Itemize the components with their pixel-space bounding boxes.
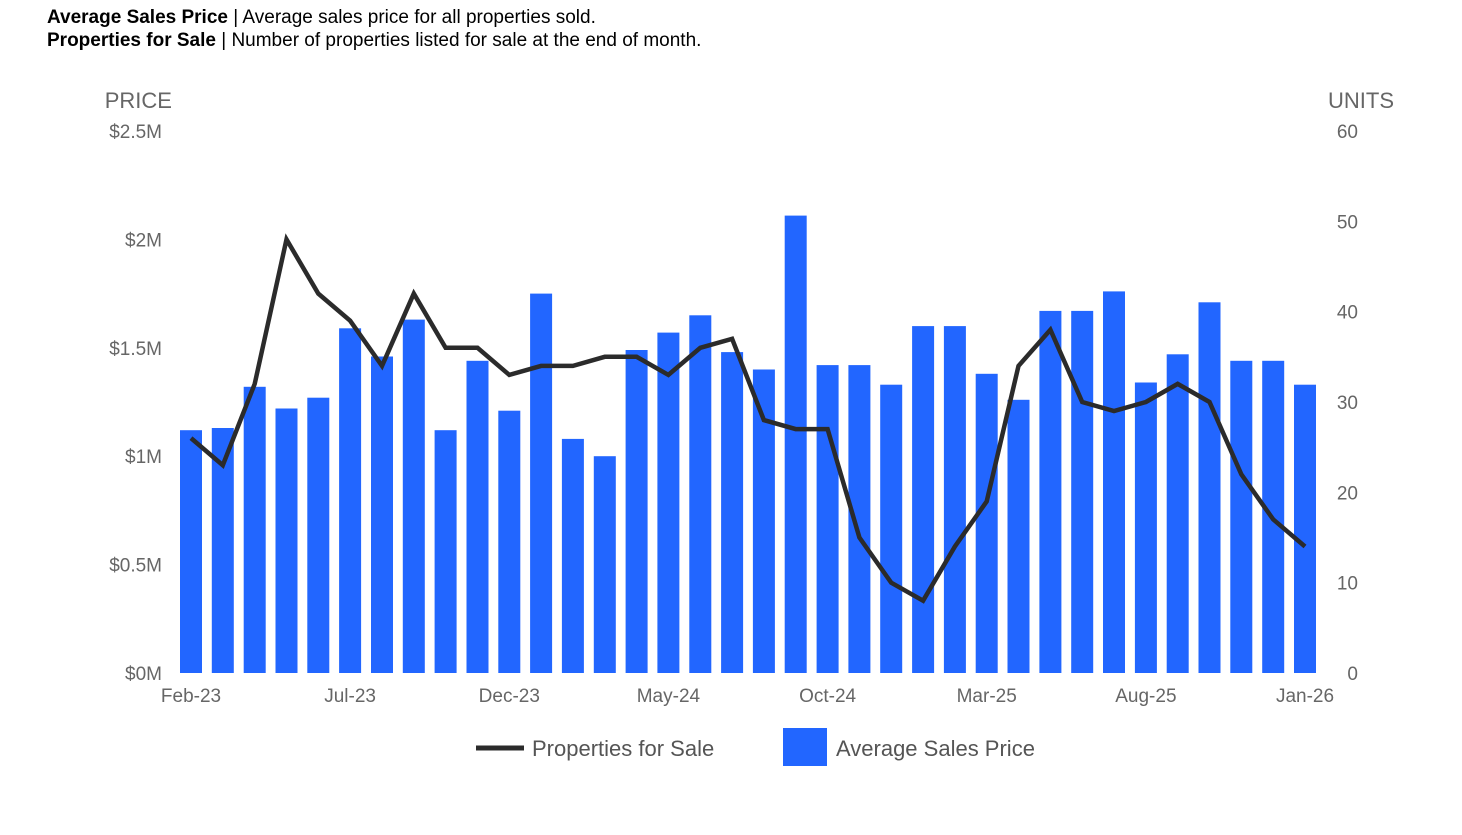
price-bar: [1039, 310, 1062, 673]
price-bar: [880, 384, 903, 673]
price-bar: [402, 319, 425, 673]
price-bar: [180, 430, 202, 673]
right-axis-tick-label: 40: [1337, 303, 1358, 324]
price-bar: [657, 332, 680, 673]
x-axis-tick-label: Jul-23: [324, 686, 376, 707]
price-bar: [1071, 310, 1094, 673]
price-bar: [1230, 360, 1253, 673]
price-bar: [848, 365, 871, 673]
left-axis-title: PRICE: [105, 88, 172, 113]
description-title-price: Average Sales Price: [47, 7, 228, 28]
description-text-units: | Number of properties listed for sale a…: [215, 30, 702, 51]
legend-label-line: Properties for Sale: [532, 736, 714, 761]
x-axis-tick-label: Jan-26: [1276, 686, 1334, 707]
legend-bar-swatch: [783, 728, 827, 766]
price-bar: [371, 356, 393, 673]
left-axis-tick-label: $1.5M: [109, 339, 162, 360]
description-line-price: Average Sales Price | Average sales pric…: [47, 6, 701, 29]
price-bar: [1294, 384, 1316, 673]
legend: Properties for Sale Average Sales Price: [476, 728, 1035, 766]
description-title-units: Properties for Sale: [47, 30, 216, 51]
right-axis-tick-label: 10: [1337, 574, 1358, 595]
description-text-price: | Average sales price for all properties…: [227, 7, 596, 28]
price-bar: [593, 456, 616, 673]
x-axis-tick-label: Feb-23: [161, 686, 221, 707]
price-bar: [530, 293, 553, 673]
price-bar: [784, 215, 807, 673]
units-line-series: [189, 233, 1307, 604]
price-bar: [943, 326, 966, 673]
right-axis-tick-label: 20: [1337, 483, 1358, 504]
price-bar: [561, 438, 584, 673]
x-axis-tick-label: Aug-25: [1115, 686, 1176, 707]
price-bar: [1103, 291, 1125, 673]
price-bar: [1134, 382, 1157, 673]
bar-series: [180, 215, 1316, 673]
chart-description: Average Sales Price | Average sales pric…: [47, 6, 701, 52]
price-bar: [466, 360, 489, 673]
right-axis-title: UNITS: [1328, 88, 1394, 113]
left-axis-tick-label: $0M: [125, 664, 162, 685]
right-axis-ticks: 0 10 20 30 40 50 60: [1337, 122, 1358, 685]
price-bar: [339, 328, 362, 673]
price-bar: [307, 397, 330, 673]
price-bar: [1007, 399, 1030, 673]
left-axis-tick-label: $1M: [125, 447, 162, 468]
left-axis-ticks: $0M $0.5M $1M $1.5M $2M $2.5M: [109, 122, 162, 685]
price-bar: [912, 326, 935, 673]
price-bar: [721, 352, 744, 673]
right-axis-tick-label: 60: [1337, 122, 1358, 143]
price-bar: [275, 408, 298, 673]
price-bar: [1166, 354, 1189, 673]
legend-label-bar: Average Sales Price: [836, 736, 1035, 761]
right-axis-tick-label: 30: [1337, 393, 1358, 414]
description-line-units: Properties for Sale | Number of properti…: [47, 29, 701, 52]
x-axis-tick-label: Oct-24: [799, 686, 856, 707]
price-bar: [625, 350, 648, 673]
x-axis-tick-label: May-24: [637, 686, 701, 707]
right-axis-tick-label: 0: [1347, 664, 1358, 685]
price-bar: [975, 373, 998, 673]
price-bar: [752, 369, 775, 673]
price-bar: [434, 430, 457, 673]
left-axis-tick-label: $2M: [125, 230, 162, 251]
x-axis-ticks: Feb-23 Jul-23 Dec-23 May-24 Oct-24 Mar-25 Aug-…: [161, 686, 1334, 707]
right-axis-tick-label: 50: [1337, 212, 1358, 233]
price-bar: [1198, 302, 1221, 673]
price-bar: [689, 315, 712, 673]
x-axis-tick-label: Mar-25: [957, 686, 1017, 707]
price-bar: [243, 386, 266, 673]
price-bar: [816, 365, 839, 673]
left-axis-tick-label: $0.5M: [109, 556, 162, 577]
left-axis-tick-label: $2.5M: [109, 122, 162, 143]
x-axis-tick-label: Dec-23: [479, 686, 540, 707]
price-bar: [498, 410, 521, 673]
price-bar: [211, 428, 234, 673]
